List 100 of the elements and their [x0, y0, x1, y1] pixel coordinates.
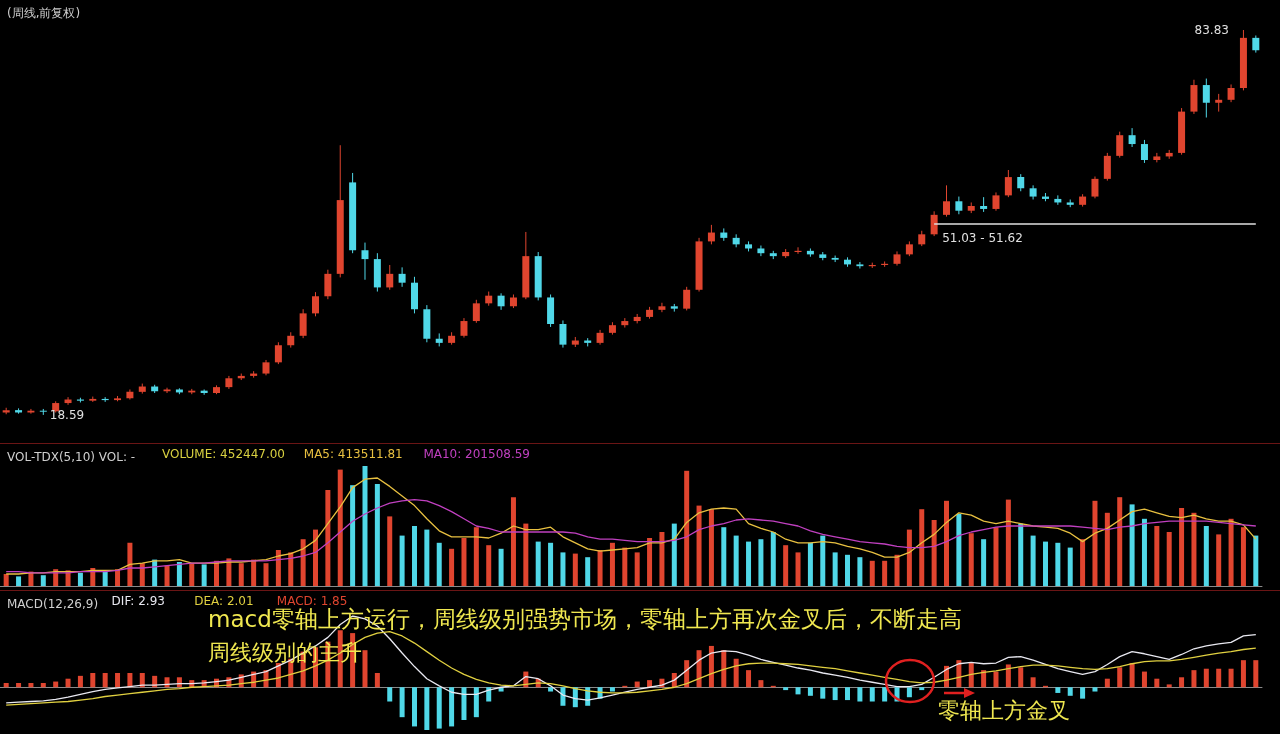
candlestick — [683, 286, 691, 311]
bar — [325, 490, 331, 586]
bar — [1005, 499, 1011, 586]
bar — [1080, 539, 1086, 586]
bar — [869, 687, 875, 702]
bar — [857, 687, 863, 702]
bar — [16, 576, 22, 586]
bar — [374, 673, 380, 688]
annotation: 18.59 — [49, 407, 85, 422]
bar — [300, 539, 306, 586]
bar — [127, 673, 133, 688]
bar — [807, 542, 813, 586]
bar — [1203, 668, 1209, 688]
bar — [931, 520, 937, 586]
bar — [820, 535, 826, 586]
bar — [783, 687, 789, 691]
bar — [473, 527, 479, 586]
bar — [90, 673, 96, 688]
bar — [882, 560, 888, 586]
bar — [1018, 667, 1024, 688]
bar — [795, 687, 801, 695]
bar — [733, 658, 739, 688]
bar — [634, 552, 640, 586]
bar — [510, 497, 516, 586]
candlestick — [163, 387, 171, 394]
bar — [1141, 518, 1147, 586]
bar — [832, 552, 838, 586]
bar — [1080, 687, 1086, 699]
bar — [993, 527, 999, 586]
bar — [1129, 504, 1135, 586]
candlestick — [398, 266, 406, 288]
bar — [1154, 526, 1160, 586]
bar — [560, 552, 566, 586]
bar — [696, 650, 702, 688]
bar — [684, 470, 690, 586]
candlestick — [1103, 152, 1111, 182]
bar — [622, 547, 628, 586]
bar — [201, 564, 207, 586]
bar — [585, 557, 591, 586]
bar — [981, 539, 987, 586]
bar — [845, 554, 851, 586]
bar — [461, 687, 467, 721]
bar — [919, 509, 925, 586]
candlestick — [930, 210, 938, 237]
bar — [894, 554, 900, 586]
bar — [238, 563, 244, 586]
bar — [1216, 534, 1222, 586]
bar — [115, 673, 121, 688]
bar — [313, 529, 318, 586]
candlestick — [1140, 139, 1148, 164]
bar — [956, 660, 962, 688]
bar — [399, 687, 405, 718]
bar — [919, 687, 925, 691]
bar — [1216, 668, 1222, 688]
candlestick — [757, 245, 765, 257]
bar — [1030, 535, 1036, 586]
text: DIF: 2.93 — [111, 594, 165, 608]
bar — [609, 542, 615, 586]
chart-title: (周线,前复权) — [7, 6, 81, 20]
bar — [993, 671, 999, 688]
bar — [609, 687, 615, 692]
candlestick — [1091, 176, 1099, 199]
bar — [981, 670, 987, 688]
bar — [1253, 660, 1259, 688]
bar — [708, 645, 714, 688]
bar — [1191, 670, 1197, 688]
bar — [449, 548, 455, 586]
candlestick — [707, 224, 715, 245]
bar — [1030, 677, 1036, 688]
ref-line-label: 51.03 - 51.62 — [942, 230, 1023, 245]
candlestick — [1004, 169, 1012, 198]
bar — [1154, 678, 1160, 688]
bar — [411, 687, 417, 727]
bar — [263, 563, 269, 586]
bar — [1117, 497, 1123, 586]
bar — [1067, 547, 1073, 586]
bar — [16, 682, 22, 688]
candlestick — [559, 319, 567, 349]
bar — [115, 569, 121, 586]
bar — [1240, 527, 1246, 586]
bar — [449, 687, 455, 727]
text: MA10: 201508.59 — [423, 447, 530, 461]
bar — [399, 535, 405, 586]
bar — [758, 680, 764, 688]
candlestick — [460, 317, 468, 339]
bar — [1104, 678, 1110, 688]
bar — [845, 687, 851, 701]
bar — [1092, 687, 1098, 692]
bar — [1055, 542, 1061, 586]
candlestick — [943, 184, 950, 218]
bar — [424, 529, 430, 586]
bar — [795, 552, 801, 586]
candlestick — [658, 302, 666, 313]
bar — [770, 532, 776, 586]
bar — [659, 532, 665, 586]
annotation: 零轴上方金叉 — [938, 697, 1070, 723]
bar — [461, 538, 467, 586]
bar — [783, 545, 789, 586]
bar — [1203, 526, 1209, 586]
bar — [1005, 664, 1011, 688]
